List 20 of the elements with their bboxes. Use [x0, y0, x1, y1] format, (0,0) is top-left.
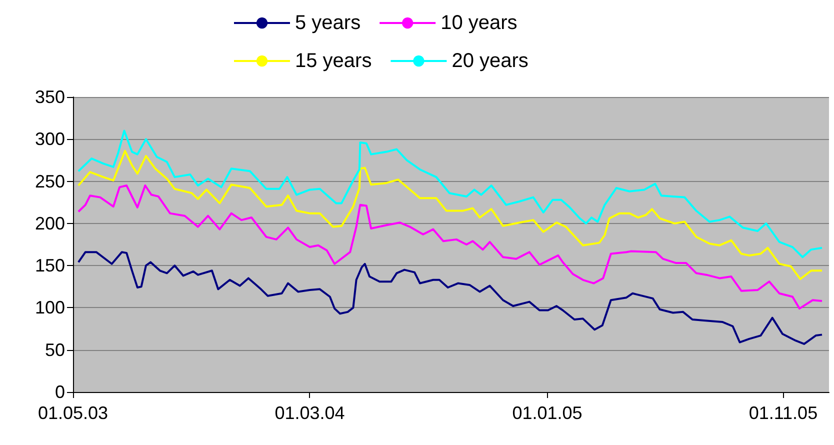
line-series	[77, 130, 824, 258]
y-tick-label: 0	[54, 382, 65, 402]
y-tick-label: 250	[34, 171, 65, 192]
y-tick-label: 150	[34, 256, 65, 276]
x-tick-label: 01.11.05	[748, 403, 818, 423]
x-tick-label: 01.01.05	[512, 403, 582, 423]
line-series	[77, 150, 824, 280]
y-tick-label: 300	[34, 129, 65, 150]
y-tick-label: 350	[34, 87, 65, 107]
legend-label: 15 years	[295, 50, 372, 72]
y-tick-label: 200	[34, 213, 65, 234]
x-tick-label: 01.03.04	[274, 403, 345, 423]
line-series	[77, 251, 824, 345]
y-tick-label: 50	[44, 340, 65, 360]
x-tick-label: 01.05.03	[38, 403, 108, 423]
line-series	[77, 184, 824, 310]
legend-label: 10 years	[440, 12, 518, 34]
legend-label: 20 years	[452, 50, 528, 72]
y-tick-label: 100	[34, 298, 65, 318]
legend-label: 5 years	[295, 12, 361, 34]
